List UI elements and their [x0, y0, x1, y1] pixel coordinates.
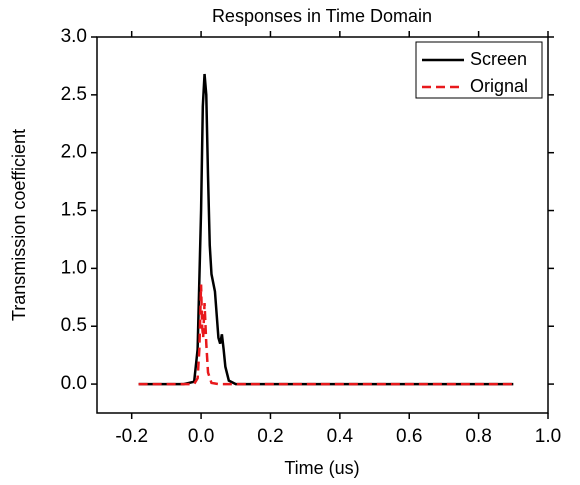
x-tick-label: 1.0 — [535, 426, 561, 447]
y-tick-label: 1.0 — [61, 257, 87, 278]
x-tick-label: 0.0 — [188, 426, 214, 447]
x-tick-label: 0.6 — [396, 426, 422, 447]
legend-label: Orignal — [470, 76, 528, 96]
plot-frame — [96, 36, 549, 414]
x-tick-label: -0.2 — [115, 426, 148, 447]
series-line — [138, 73, 514, 386]
x-tick-label: 0.4 — [327, 426, 354, 447]
y-tick-label: 0.5 — [61, 315, 87, 336]
y-axis-label: Transmission coefficient — [9, 129, 29, 321]
series-line — [138, 284, 514, 386]
y-tick-label: 0.0 — [61, 373, 87, 394]
chart-title: Responses in Time Domain — [212, 6, 432, 26]
y-tick-label: 2.5 — [61, 84, 87, 105]
x-tick-label: 0.8 — [465, 426, 491, 447]
legend-box — [415, 41, 543, 99]
legend-label: Screen — [470, 49, 527, 69]
y-tick-label: 2.0 — [61, 142, 87, 163]
x-axis-label: Time (us) — [284, 458, 359, 478]
y-tick-label: 1.5 — [61, 200, 87, 221]
x-tick-label: 0.2 — [257, 426, 283, 447]
y-tick-label: 3.0 — [61, 26, 87, 47]
